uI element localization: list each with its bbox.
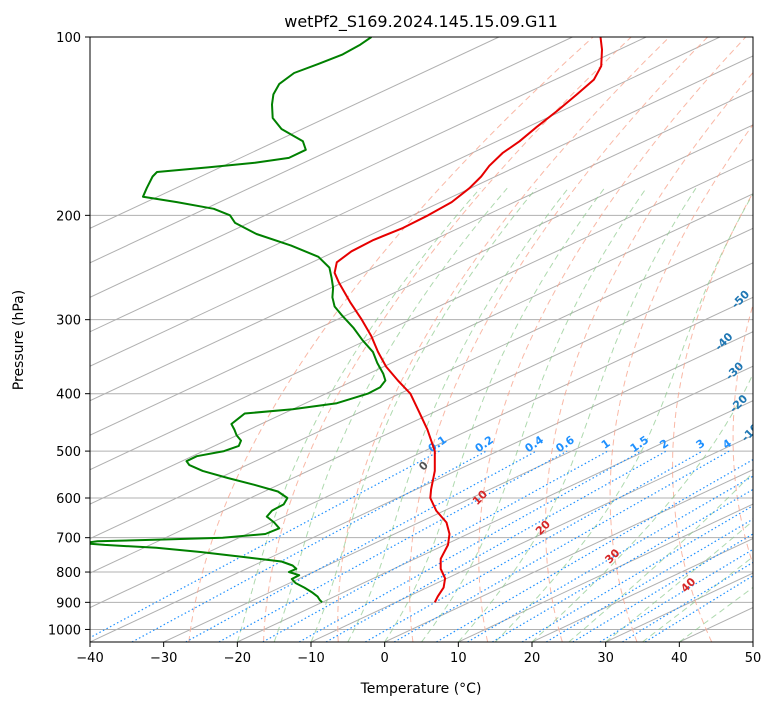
isotherm-line [90,37,500,229]
moist-adiabat-line [236,187,481,642]
plot-frame [89,36,754,643]
y-tick-label: 500 [56,445,81,460]
moist-adiabat-line [421,187,647,642]
y-tick-label: 700 [56,532,81,547]
temperature-line [333,37,603,603]
dry-adiabat-line [609,123,753,642]
dewpoint-line [90,37,387,604]
isotherm-label: -60 [752,242,775,265]
isotherm-line [531,538,753,642]
moist-adiabat-line [273,187,508,642]
mixing-ratio-line [90,450,440,639]
isotherm-line [90,37,721,333]
mixing-ratio-line [262,450,608,642]
isotherm-line [90,193,753,505]
x-axis-label: Temperature (°C) [360,681,482,697]
moist-adiabat-line [347,187,569,642]
moist-adiabat-line [642,556,753,642]
y-tick-label: 400 [56,388,81,403]
isotherm-line [90,124,753,436]
isotherm-line [384,469,753,642]
x-tick-label: −40 [76,651,103,666]
moist-adiabat-line [310,187,537,642]
plot-background [90,37,753,642]
background-lines [90,37,753,642]
isotherm-line [90,55,753,367]
isotherm-line [90,158,753,471]
y-tick-label: 600 [56,492,81,507]
isotherm-line [90,89,753,402]
moist-adiabat-line [457,187,697,642]
dry-adiabat-line [672,191,753,642]
mixing-ratio-line [622,561,753,642]
mixing-ratio-line [545,518,753,642]
dry-adiabat-line [188,37,594,642]
mixing-ratio-line [298,450,642,642]
mixing-ratio-line [644,575,753,642]
isotherm-line [90,262,753,574]
isotherm-line [90,37,573,264]
isotherm-line [752,641,753,642]
moist-adiabat-line [605,520,753,642]
x-tick-label: 10 [450,651,467,666]
x-tick-label: 20 [524,651,541,666]
chart-title: wetPf2_S169.2024.145.15.09.G11 [284,12,558,32]
y-tick-label: 100 [56,31,81,46]
axes: −40 −30 −20 −10 0 10 20 30 40 50 100 200 300 400 500 60… [48,31,761,666]
x-tick-label: −30 [150,651,177,666]
isotherm-line [458,503,753,642]
x-tick-label: 0 [381,651,389,666]
mixing-ratio-line [218,450,568,642]
y-tick-label: 200 [56,209,81,224]
mixing-ratio-label: 6 [759,437,773,452]
mixing-ratio-line [599,548,753,642]
x-tick-label: 50 [745,651,762,666]
isotherm-line [163,365,753,642]
x-tick-label: 40 [671,651,688,666]
isotherm-line [90,37,647,298]
moist-adiabat-line [384,187,605,642]
y-tick-label: 1000 [48,623,81,638]
mixing-ratio-line [393,450,730,642]
mixing-ratio-line [185,450,537,642]
y-tick-label: 300 [56,314,81,329]
dry-adiabat-line [732,303,753,567]
y-axis-label: Pressure (hPa) [11,290,27,390]
mixing-ratio-line [131,450,487,642]
dry-adiabat-line [337,37,670,642]
mixing-ratio-line [492,488,753,642]
moist-adiabat-line [679,586,753,642]
x-tick-label: −10 [297,651,324,666]
y-tick-label: 900 [56,596,81,611]
dry-adiabat-line [409,37,708,642]
series-group [90,37,603,604]
isotherm-line [237,400,753,642]
isotherm-line [90,227,753,540]
dry-adiabat-line [545,71,753,642]
mixing-ratio-line [521,504,753,642]
x-tick-label: −20 [224,651,251,666]
dry-adiabat-line [263,37,632,642]
y-tick-label: 800 [56,566,81,581]
moist-adiabat-line [494,192,753,642]
mixing-ratio-line [325,450,667,642]
x-tick-label: 30 [597,651,614,666]
moist-adiabat-line [531,372,753,642]
isotherm-line [90,296,753,609]
dry-adiabat-line [478,37,747,642]
isotherm-line [310,434,753,642]
moist-adiabat-line [568,471,753,642]
